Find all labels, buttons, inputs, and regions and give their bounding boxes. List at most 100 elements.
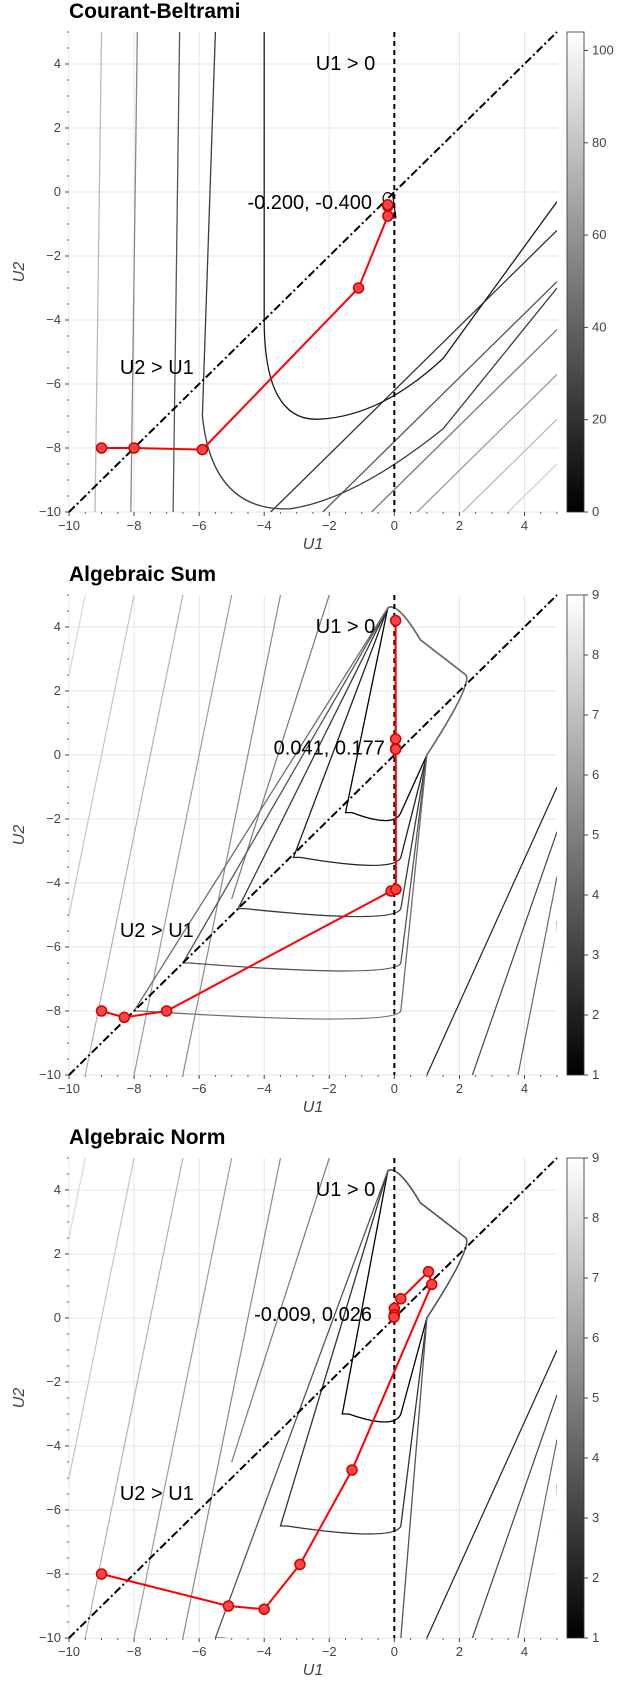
x-tick-label: −10	[58, 1644, 80, 1659]
y-tick-label: −4	[46, 1438, 61, 1453]
series-point	[382, 210, 394, 222]
colorbar	[566, 1157, 585, 1639]
colorbar-tick-label: 7	[592, 1270, 599, 1285]
x-tick-label: −4	[257, 1081, 272, 1096]
annotation-label: U1 > 0	[316, 616, 375, 638]
x-axis-label: U1	[303, 1099, 323, 1116]
x-tick-label: −10	[58, 518, 80, 533]
reference-line-diagonal	[68, 594, 558, 1076]
chart-title: Algebraic Norm	[69, 1126, 226, 1149]
contour-line	[130, 32, 138, 512]
series-point	[352, 282, 365, 294]
colorbar-tick-label: 40	[592, 319, 606, 334]
colorbar-tick-label: 60	[592, 227, 606, 242]
contour-line	[371, 329, 557, 512]
y-tick-label: −6	[46, 376, 61, 391]
contour-line	[556, 1011, 557, 1012]
x-tick-label: −2	[322, 1644, 337, 1659]
colorbar-tick-label: 0	[592, 504, 599, 519]
annotation-label: -0.200, -0.400	[247, 192, 372, 214]
annotation-label: U1 > 0	[316, 53, 375, 75]
panel-algebraic-sum: −10 −8 −6 −4 −2 0 2 4 −10 −8 −6 −4 −2 0 2 4 U1 U2 U1 > 0 U2…	[0, 563, 621, 1126]
chart-title: Algebraic Sum	[69, 563, 217, 586]
y-tick-label: 2	[54, 120, 61, 135]
colorbar-tick-label: 2	[592, 1007, 599, 1022]
y-tick-label: 2	[54, 683, 61, 698]
series-point	[388, 1311, 400, 1323]
y-tick-label: 2	[54, 1246, 61, 1261]
annotation-label: U1 > 0	[316, 1179, 375, 1201]
contour-lines	[94, 32, 557, 512]
series-point	[425, 1278, 438, 1291]
contour-line	[214, 1169, 468, 1638]
x-tick-label: 4	[521, 1644, 528, 1659]
y-tick-label: −10	[39, 1630, 61, 1645]
x-tick-label: 0	[391, 1081, 398, 1096]
y-tick-label: 0	[54, 184, 61, 199]
series-point	[258, 1603, 270, 1615]
annotation-label: 0.041, 0.177	[274, 738, 385, 760]
contour-line	[84, 595, 184, 1075]
colorbar-tick-label: 2	[592, 1570, 599, 1585]
contour-lines	[69, 1158, 557, 1638]
contour-line	[84, 1158, 184, 1638]
contour-line	[462, 418, 557, 512]
chart-title: Courant-Beltrami	[69, 0, 241, 23]
series-point	[196, 443, 209, 456]
x-tick-label: 4	[521, 1081, 528, 1096]
reference-line-diagonal	[68, 1157, 558, 1639]
panel-courant-beltrami: −10 −8 −6 −4 −2 0 2 4 −10 −8 −6 −4 −2 0 2 4 U1 U2 U1 > 0 U2…	[0, 0, 621, 563]
series-point	[160, 1005, 173, 1017]
colorbar-tick-label: 3	[592, 1510, 599, 1525]
colorbar-tick-label: 6	[592, 1330, 599, 1345]
contour-line	[231, 1158, 330, 1463]
contour-line	[426, 1349, 557, 1638]
annotation-label: U2 > U1	[120, 357, 194, 379]
x-tick-label: −8	[127, 1644, 142, 1659]
y-tick-label: −4	[46, 875, 61, 890]
x-tick-label: −2	[322, 518, 337, 533]
series-point	[395, 1293, 407, 1305]
contour-line	[231, 595, 330, 900]
colorbar-tick-label: 8	[592, 1210, 599, 1225]
chart-algebraic-sum: −10 −8 −6 −4 −2 0 2 4 −10 −8 −6 −4 −2 0 2 4 U1 U2 U1 > 0 U2…	[11, 587, 599, 1116]
contour-line	[517, 876, 557, 1075]
x-tick-label: −8	[127, 1081, 142, 1096]
series-point	[346, 1464, 358, 1476]
colorbar-tick-label: 4	[592, 887, 599, 902]
contour-line	[201, 32, 557, 510]
colorbar-tick-label: 4	[592, 1450, 599, 1465]
contour-line	[556, 1574, 557, 1575]
series-point	[222, 1600, 235, 1612]
series-point	[95, 1005, 108, 1017]
panel-algebraic-norm: −10 −8 −6 −4 −2 0 2 4 −10 −8 −6 −4 −2 0 2 4 U1 U2 U1 > 0 U2…	[0, 1126, 621, 1689]
colorbar-tick-label: 7	[592, 707, 599, 722]
contour-line	[182, 595, 282, 1075]
x-tick-label: 2	[456, 1644, 463, 1659]
colorbar-tick-label: 5	[592, 1390, 599, 1405]
series-point	[390, 883, 402, 896]
y-tick-label: 4	[54, 619, 61, 634]
chart-courant-beltrami: −10 −8 −6 −4 −2 0 2 4 −10 −8 −6 −4 −2 0 2 4 U1 U2 U1 > 0 U2…	[11, 31, 614, 553]
series-point	[95, 442, 108, 454]
x-tick-label: −4	[257, 1644, 272, 1659]
colorbar-tick-label: 1	[592, 1067, 599, 1082]
y-axis-label: U2	[11, 825, 28, 846]
y-tick-label: 4	[54, 56, 61, 71]
contour-line	[263, 32, 557, 420]
contour-line	[471, 1394, 557, 1638]
reference-line-diagonal	[68, 31, 558, 513]
contour-line	[322, 281, 557, 512]
y-tick-label: 0	[54, 747, 61, 762]
x-tick-label: −10	[58, 1081, 80, 1096]
x-tick-label: −6	[192, 518, 207, 533]
contour-line	[181, 606, 468, 972]
colorbar-tick-label: 1	[592, 1630, 599, 1645]
contour-line	[517, 1439, 557, 1638]
contour-line	[94, 32, 103, 512]
colorbar-tick-label: 100	[592, 42, 614, 57]
colorbar-tick-label: 80	[592, 135, 606, 150]
y-tick-label: 4	[54, 1182, 61, 1197]
contour-line	[507, 463, 557, 512]
